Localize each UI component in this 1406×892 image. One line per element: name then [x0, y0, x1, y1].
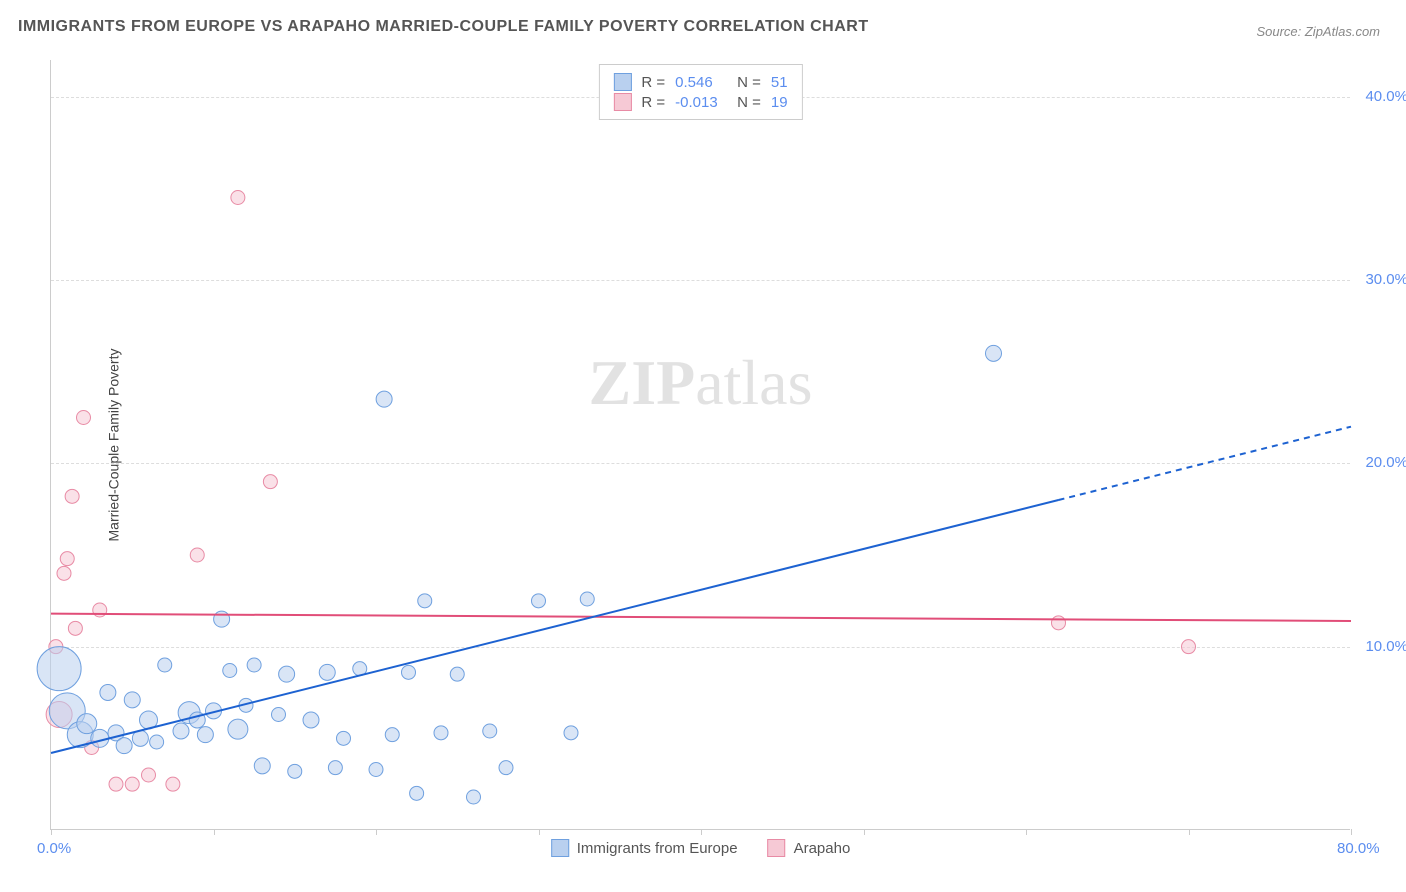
y-tick-label: 40.0%: [1365, 88, 1406, 105]
bottom-legend: Immigrants from Europe Arapaho: [551, 839, 851, 857]
source-label: Source: ZipAtlas.com: [1256, 24, 1380, 39]
n-label-1: N =: [737, 74, 761, 91]
swatch-series1b-icon: [551, 839, 569, 857]
legend-item-1: Immigrants from Europe: [551, 839, 738, 857]
r-value-1: 0.546: [675, 74, 727, 91]
chart-title: IMMIGRANTS FROM EUROPE VS ARAPAHO MARRIE…: [18, 18, 869, 36]
legend-item-2: Arapaho: [768, 839, 851, 857]
r-label-2: R =: [641, 94, 665, 111]
n-value-1: 51: [771, 74, 788, 91]
legend-label-2: Arapaho: [794, 840, 851, 857]
r-label-1: R =: [641, 74, 665, 91]
plot-svg: [51, 60, 1350, 829]
stats-row-2: R = -0.013 N = 19: [613, 93, 787, 111]
r-value-2: -0.013: [675, 94, 727, 111]
y-tick-label: 20.0%: [1365, 454, 1406, 471]
x-tick-label: 80.0%: [1337, 840, 1380, 857]
n-value-2: 19: [771, 94, 788, 111]
y-tick-label: 10.0%: [1365, 638, 1406, 655]
y-tick-label: 30.0%: [1365, 271, 1406, 288]
swatch-series2b-icon: [768, 839, 786, 857]
n-label-2: N =: [737, 94, 761, 111]
legend-label-1: Immigrants from Europe: [577, 840, 738, 857]
chart-area: Married-Couple Family Poverty ZIPatlas 1…: [50, 60, 1350, 830]
stats-legend-box: R = 0.546 N = 51 R = -0.013 N = 19: [598, 64, 802, 120]
swatch-series2-icon: [613, 93, 631, 111]
x-tick-label: 0.0%: [37, 840, 71, 857]
swatch-series1-icon: [613, 73, 631, 91]
stats-row-1: R = 0.546 N = 51: [613, 73, 787, 91]
